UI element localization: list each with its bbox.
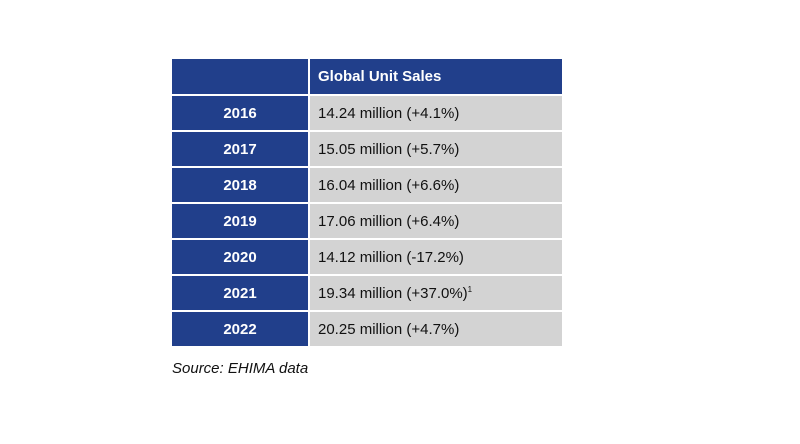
table-row: 2021 19.34 million (+37.0%)1 <box>170 274 564 312</box>
table-row: 2019 17.06 million (+6.4%) <box>170 202 564 240</box>
value-cell: 19.34 million (+37.0%)1 <box>308 274 564 312</box>
value-text: 17.06 million (+6.4%) <box>318 212 460 230</box>
value-cell: 16.04 million (+6.6%) <box>308 166 564 204</box>
source-caption: Source: EHIMA data <box>172 360 309 377</box>
year-cell: 2019 <box>170 202 310 240</box>
footnote-marker: 1 <box>467 284 473 294</box>
year-cell: 2020 <box>170 238 310 276</box>
year-cell: 2021 <box>170 274 310 312</box>
year-cell: 2016 <box>170 94 310 132</box>
value-text: 16.04 million (+6.6%) <box>318 176 460 194</box>
value-text: 20.25 million (+4.7%) <box>318 320 460 338</box>
year-cell: 2022 <box>170 310 310 348</box>
column-header: Global Unit Sales <box>308 57 564 96</box>
year-cell: 2018 <box>170 166 310 204</box>
table-row: 2016 14.24 million (+4.1%) <box>170 94 564 132</box>
value-cell: 14.24 million (+4.1%) <box>308 94 564 132</box>
value-cell: 17.06 million (+6.4%) <box>308 202 564 240</box>
value-text: 15.05 million (+5.7%) <box>318 140 460 158</box>
table-row: 2020 14.12 million (-17.2%) <box>170 238 564 276</box>
table-header-row: Global Unit Sales <box>170 57 564 96</box>
value-cell: 14.12 million (-17.2%) <box>308 238 564 276</box>
unit-sales-table: Global Unit Sales 2016 14.24 million (+4… <box>170 57 564 348</box>
table-row: 2018 16.04 million (+6.6%) <box>170 166 564 204</box>
value-cell: 15.05 million (+5.7%) <box>308 130 564 168</box>
table-row: 2017 15.05 million (+5.7%) <box>170 130 564 168</box>
corner-cell <box>170 57 310 96</box>
value-text: 14.24 million (+4.1%) <box>318 104 460 122</box>
value-text: 19.34 million (+37.0%) <box>318 284 468 302</box>
value-text: 14.12 million (-17.2%) <box>318 248 464 266</box>
value-cell: 20.25 million (+4.7%) <box>308 310 564 348</box>
table-row: 2022 20.25 million (+4.7%) <box>170 310 564 348</box>
year-cell: 2017 <box>170 130 310 168</box>
